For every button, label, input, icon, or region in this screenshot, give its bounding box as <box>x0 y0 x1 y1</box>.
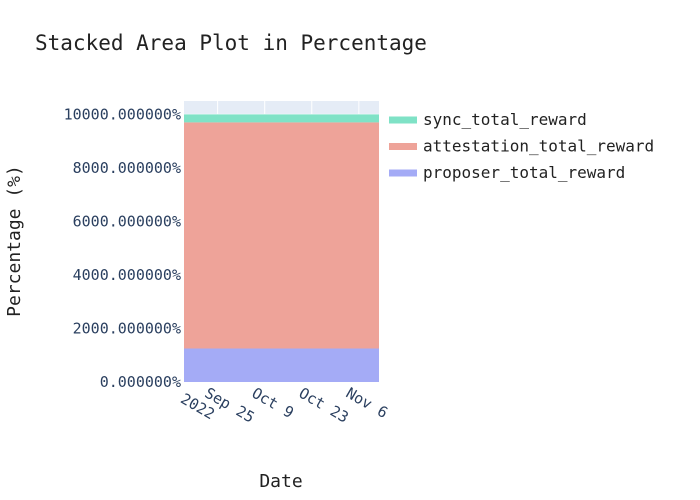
x-tick-label-line: Oct 23 <box>296 384 352 427</box>
area-attestation-total-reward <box>184 122 379 349</box>
y-tick-label: 6000.000000% <box>73 212 181 230</box>
x-axis-title: Date <box>259 471 302 492</box>
x-tick-label: Oct 9 <box>249 384 297 422</box>
chart-title: Stacked Area Plot in Percentage <box>35 31 427 55</box>
y-tick-label: 0.000000% <box>100 373 181 391</box>
plot-area: 0.000000% 2000.000000% 4000.000000% 6000.00… <box>64 101 391 441</box>
x-tick-label-line: Oct 9 <box>249 384 297 422</box>
legend-label: sync_total_reward <box>423 110 587 129</box>
y-tick-label: 2000.000000% <box>73 319 181 337</box>
x-tick-label: Sep 252022 <box>178 375 258 441</box>
x-tick-label: Nov 6 <box>343 384 391 422</box>
y-tick-label: 4000.000000% <box>73 266 181 284</box>
x-tick-label: Oct 23 <box>296 384 352 427</box>
y-tick-label: 10000.000000% <box>64 105 181 123</box>
legend: sync_total_reward attestation_total_rewar… <box>389 110 654 182</box>
x-tick-label-line: Nov 6 <box>343 384 391 422</box>
area-sync-total-reward <box>184 114 379 123</box>
y-axis-title: Percentage (%) <box>4 165 25 317</box>
area-proposer-total-reward <box>184 348 379 382</box>
legend-label: attestation_total_reward <box>423 137 654 156</box>
y-tick-label: 8000.000000% <box>73 159 181 177</box>
legend-label: proposer_total_reward <box>423 163 625 182</box>
